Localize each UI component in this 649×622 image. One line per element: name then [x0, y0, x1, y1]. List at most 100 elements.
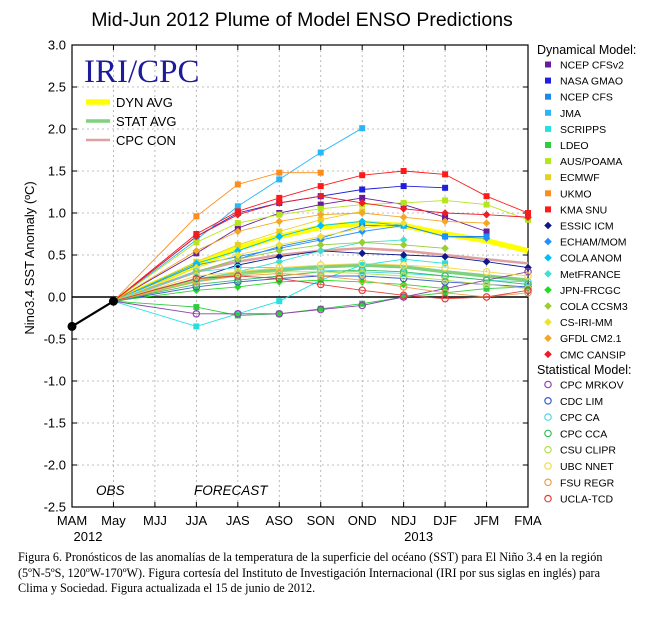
model-marker	[544, 286, 552, 294]
model-marker	[234, 283, 242, 291]
model-marker	[275, 309, 284, 318]
model-marker	[316, 272, 325, 280]
model-marker	[275, 252, 284, 261]
model-marker	[358, 238, 366, 247]
model-marker	[545, 125, 551, 132]
avg-legend-label: DYN AVG	[116, 95, 173, 110]
model-marker	[192, 259, 201, 268]
model-marker	[275, 257, 284, 266]
model-line	[113, 127, 363, 302]
model-marker	[441, 272, 449, 280]
legend-label: COLA CCSM3	[560, 301, 628, 313]
model-line	[113, 269, 529, 302]
model-marker	[545, 77, 551, 84]
model-marker	[544, 221, 552, 230]
x-tick-label: DJF	[433, 513, 457, 528]
model-marker	[400, 294, 407, 300]
model-marker	[192, 268, 201, 276]
model-marker	[399, 283, 408, 291]
obs-annotation: OBS	[96, 483, 125, 498]
y-tick-label: 1.0	[48, 206, 66, 221]
model-marker	[545, 206, 551, 213]
model-marker	[358, 199, 366, 207]
legend-label: FSU REGR	[560, 477, 615, 489]
model-marker	[399, 219, 408, 227]
model-marker	[442, 171, 449, 178]
model-marker	[544, 462, 552, 470]
model-marker	[358, 217, 366, 226]
avg-line	[113, 247, 529, 303]
model-legend: Dynamical Model: Statistical Model: NCEP C…	[537, 43, 636, 506]
legend-label: ESSIC ICM	[560, 221, 614, 233]
model-marker	[545, 61, 551, 68]
model-marker	[524, 213, 532, 221]
legend-label: CPC MRKOV	[560, 380, 624, 392]
model-marker	[545, 174, 551, 181]
model-marker	[234, 251, 242, 259]
model-marker	[482, 210, 491, 219]
model-line	[113, 250, 529, 302]
x-tick-label: ASO	[266, 513, 293, 528]
legend-label: KMA SNU	[560, 204, 607, 216]
model-marker	[399, 236, 408, 244]
model-marker	[316, 192, 325, 200]
model-marker	[234, 255, 242, 263]
legend-label: MetFRANCE	[560, 269, 621, 281]
model-marker	[359, 194, 366, 201]
model-marker	[545, 109, 551, 116]
series-lines	[71, 127, 529, 328]
y-tick-label: 0.5	[48, 248, 66, 263]
legend-label: COLA ANOM	[560, 253, 622, 265]
model-marker	[316, 261, 325, 269]
legend-label: CPC CA	[560, 412, 600, 424]
y-tick-label: -1.0	[44, 374, 66, 389]
model-marker	[358, 259, 366, 268]
model-marker	[442, 197, 449, 204]
model-marker	[234, 267, 242, 276]
legend-label: SCRIPPS	[560, 124, 606, 136]
model-marker	[544, 396, 552, 405]
avg-legend-label: STAT AVG	[116, 114, 176, 129]
model-marker	[399, 241, 408, 249]
model-marker	[545, 158, 551, 165]
model-marker	[441, 244, 449, 253]
model-marker	[193, 213, 200, 220]
model-marker	[544, 413, 552, 421]
model-line	[113, 195, 529, 302]
model-marker	[399, 280, 408, 289]
model-marker	[316, 241, 325, 249]
model-marker	[524, 267, 532, 276]
model-marker	[359, 186, 366, 193]
model-marker	[544, 237, 552, 246]
legend-label: NCEP CFSv2	[560, 60, 624, 72]
model-marker	[317, 183, 324, 190]
model-marker	[193, 304, 200, 311]
model-marker	[276, 211, 283, 218]
model-marker	[359, 300, 366, 307]
model-marker	[399, 251, 408, 259]
x-tick-label: OND	[348, 513, 377, 528]
model-marker	[234, 203, 241, 210]
model-marker	[276, 169, 283, 176]
x-tick-label: JJA	[186, 513, 208, 528]
legend-label: UBC NNET	[560, 461, 614, 473]
model-marker	[544, 253, 552, 262]
obs-marker	[108, 296, 118, 306]
model-marker	[358, 224, 366, 232]
x-tick-label: May	[101, 513, 126, 528]
model-marker	[544, 429, 552, 438]
model-marker	[316, 280, 325, 289]
legend-label: UKMO	[560, 188, 592, 200]
model-marker	[441, 252, 449, 261]
model-marker	[524, 263, 532, 272]
model-marker	[544, 318, 552, 326]
model-marker	[317, 201, 324, 208]
y-tick-label: 1.5	[48, 164, 66, 179]
y-tick-label: 3.0	[48, 38, 66, 53]
model-line	[113, 275, 529, 302]
legend-label: CS-IRI-MM	[560, 317, 613, 329]
model-marker	[524, 272, 532, 280]
model-marker	[441, 217, 449, 226]
legend-label: CSU CLIPR	[560, 445, 616, 457]
model-marker	[525, 210, 531, 216]
